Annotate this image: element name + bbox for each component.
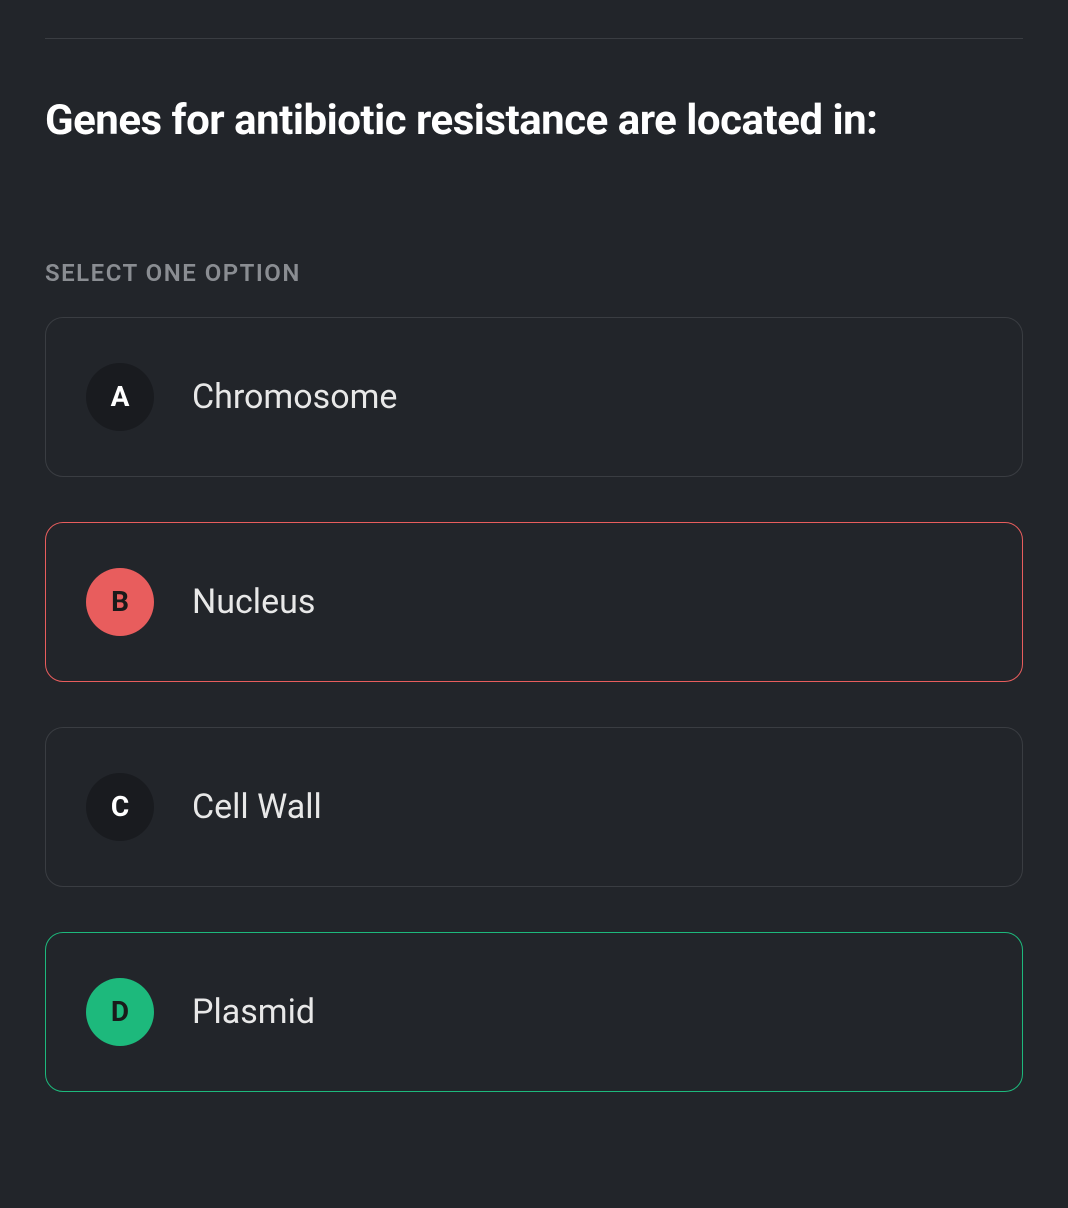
option-text-a: Chromosome (192, 377, 397, 417)
option-letter-a: A (86, 363, 154, 431)
option-c[interactable]: C Cell Wall (45, 727, 1023, 887)
option-text-d: Plasmid (192, 992, 315, 1032)
instruction-label: SELECT ONE OPTION (45, 259, 1023, 287)
option-letter-d: D (86, 978, 154, 1046)
question-title: Genes for antibiotic resistance are loca… (45, 94, 1023, 149)
option-letter-c: C (86, 773, 154, 841)
option-text-c: Cell Wall (192, 787, 322, 827)
quiz-container: Genes for antibiotic resistance are loca… (0, 38, 1068, 1092)
top-divider (45, 38, 1023, 39)
option-text-b: Nucleus (192, 582, 315, 622)
option-d[interactable]: D Plasmid (45, 932, 1023, 1092)
option-b[interactable]: B Nucleus (45, 522, 1023, 682)
option-letter-b: B (86, 568, 154, 636)
option-a[interactable]: A Chromosome (45, 317, 1023, 477)
